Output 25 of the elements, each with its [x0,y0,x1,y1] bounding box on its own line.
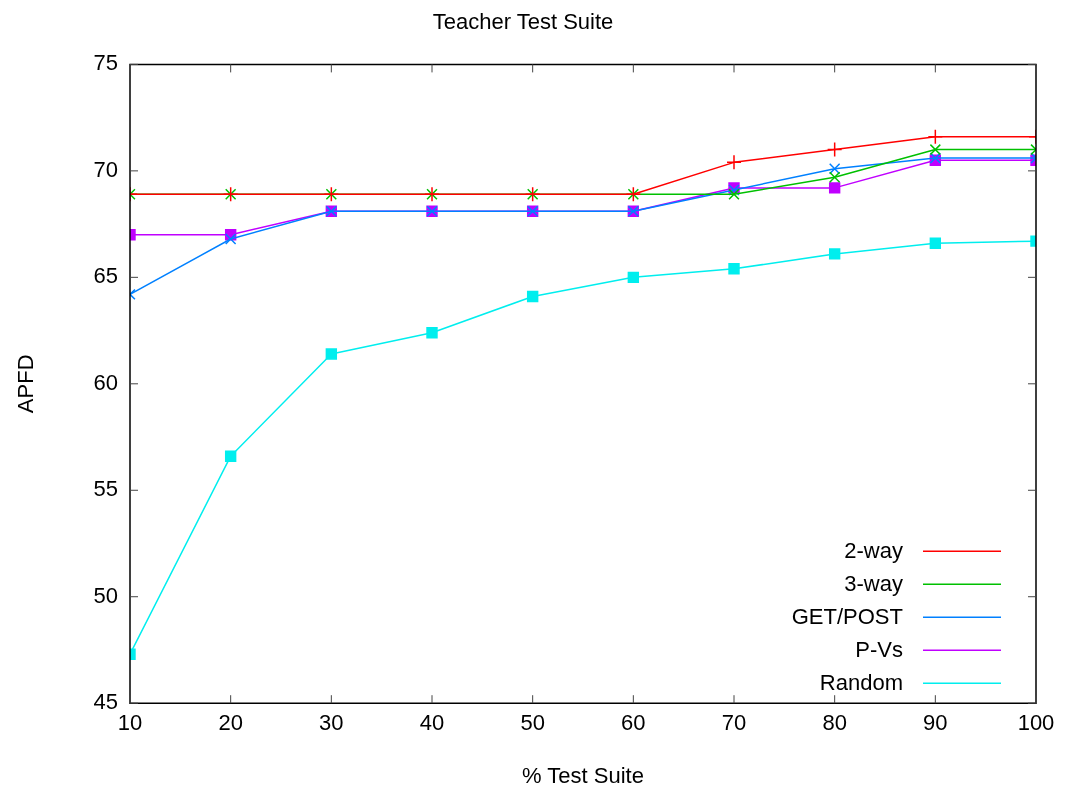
legend-label: P-Vs [855,637,903,664]
x-axis-title: % Test Suite [522,762,644,788]
legend-label: 3-way [844,571,903,598]
x-tick-label: 100 [1017,710,1055,736]
x-tick-label: 40 [419,710,445,736]
y-tick-label: 55 [93,476,118,502]
y-tick-label: 50 [93,582,118,608]
x-tick-label: 60 [621,710,646,736]
x-tick-label: 70 [721,710,747,736]
x-tick-label: 20 [218,710,243,736]
x-tick-label: 90 [923,710,948,736]
legend-label: Random [819,670,903,697]
legend-label: 2-way [844,538,903,565]
x-tick-label: 30 [319,710,344,736]
legend-label: GET/POST [791,604,903,631]
x-tick-label: 10 [117,710,143,736]
y-tick-label: 70 [93,156,118,182]
y-tick-label: 75 [93,50,118,76]
y-tick-label: 60 [93,369,118,395]
y-axis-title: APFD [13,354,39,414]
chart-title: Teacher Test Suite [432,9,614,35]
y-tick-label: 45 [93,689,118,715]
x-tick-label: 80 [822,710,847,736]
x-tick-label: 50 [520,710,545,736]
y-tick-label: 65 [93,263,118,289]
